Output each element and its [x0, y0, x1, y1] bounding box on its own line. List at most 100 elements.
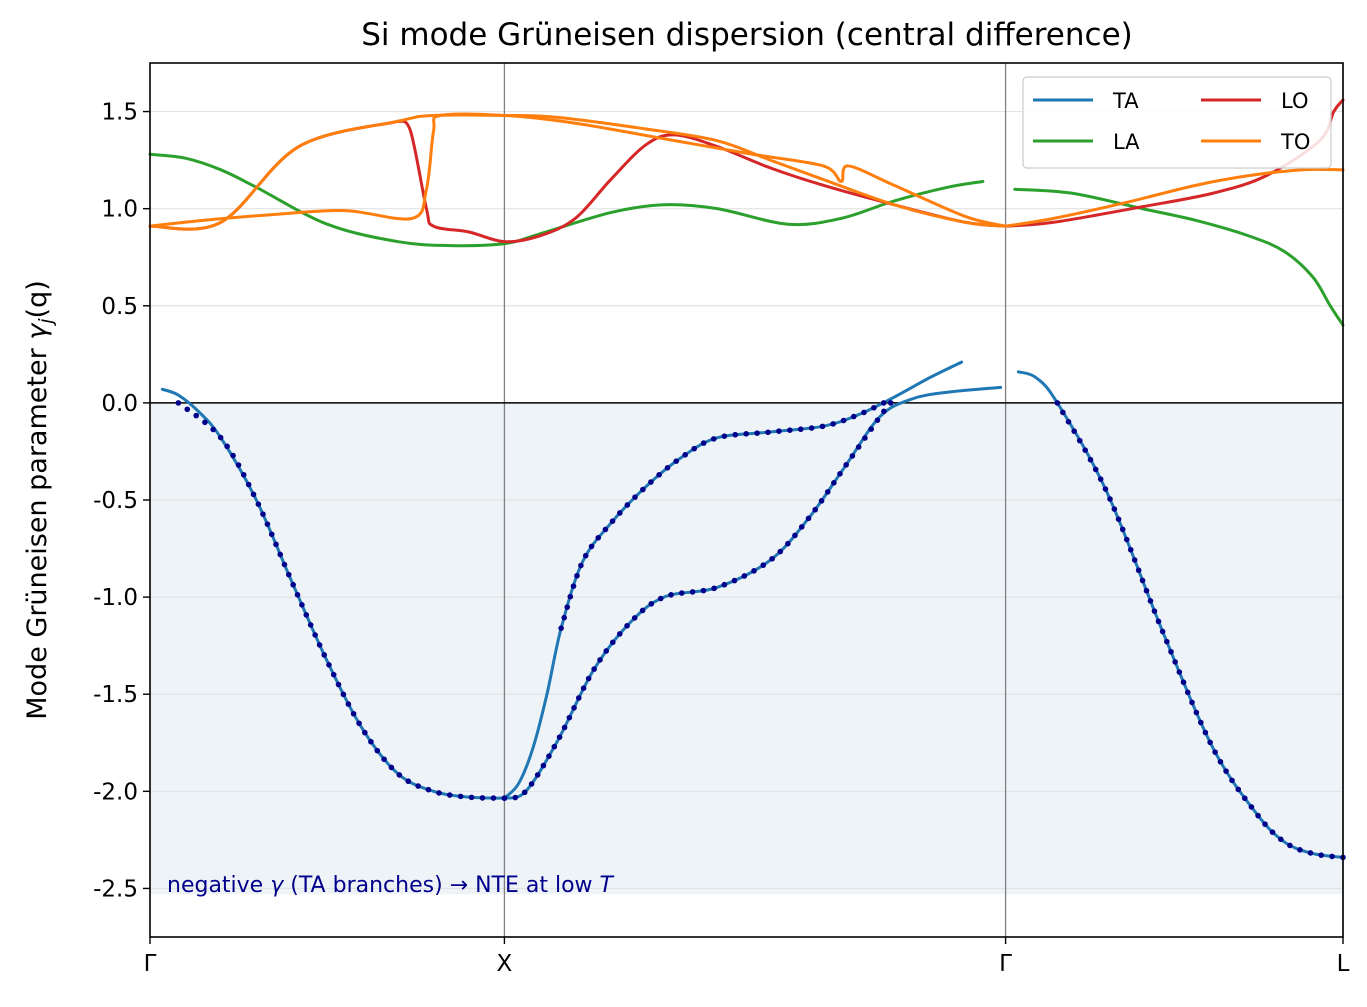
- series-to-segment-0: [148, 113, 1008, 231]
- marker-point: [631, 615, 638, 621]
- marker-point: [580, 685, 587, 691]
- marker-point: [648, 479, 654, 485]
- marker-point: [564, 604, 571, 610]
- marker-point: [1168, 648, 1174, 655]
- marker-point: [321, 652, 328, 658]
- marker-point: [689, 589, 696, 595]
- marker-point: [335, 681, 342, 688]
- marker-point: [1223, 768, 1229, 774]
- marker-point: [1202, 729, 1209, 736]
- marker-point: [881, 408, 887, 415]
- marker-point: [436, 790, 442, 796]
- marker-point: [1278, 836, 1284, 843]
- legend-label-ta: TA: [1112, 89, 1139, 113]
- marker-point: [691, 445, 698, 452]
- legend-label-la: LA: [1113, 130, 1140, 154]
- marker-point: [591, 666, 597, 672]
- marker-point: [570, 583, 577, 589]
- y-tick-label-1: 1.0: [101, 197, 138, 223]
- marker-point: [578, 562, 584, 569]
- marker-point: [1159, 628, 1166, 635]
- marker-point: [1131, 557, 1138, 563]
- marker-point: [798, 524, 805, 530]
- y-tick-label-4: -0.5: [93, 488, 138, 514]
- x-tick-label-3: L: [1337, 951, 1350, 977]
- marker-point: [303, 612, 310, 618]
- marker-point: [819, 423, 826, 430]
- marker-point: [1107, 496, 1113, 502]
- marker-point: [299, 602, 305, 608]
- marker-point: [1076, 437, 1083, 444]
- marker-point: [245, 481, 252, 488]
- marker-point: [1102, 486, 1109, 492]
- marker-point: [468, 794, 475, 801]
- marker-point: [540, 762, 547, 769]
- marker-point: [240, 471, 247, 478]
- marker-point: [785, 540, 791, 547]
- marker-point: [624, 502, 631, 508]
- marker-point: [743, 431, 749, 437]
- marker-point: [374, 747, 381, 754]
- marker-point: [405, 778, 412, 785]
- marker-point: [546, 753, 552, 759]
- marker-point: [843, 462, 849, 468]
- marker-point: [668, 592, 674, 598]
- marker-point: [1217, 758, 1224, 765]
- marker-point: [678, 590, 685, 596]
- marker-point: [721, 433, 728, 439]
- marker-point: [1269, 829, 1276, 835]
- marker-point: [561, 614, 568, 621]
- marker-point: [571, 705, 577, 711]
- annotation-gamma: γ: [270, 873, 284, 898]
- marker-point: [1155, 618, 1162, 625]
- marker-point: [805, 515, 812, 522]
- marker-point: [290, 581, 296, 588]
- marker-point: [1097, 476, 1104, 482]
- marker-point: [792, 532, 798, 539]
- marker-point: [1092, 466, 1099, 473]
- marker-point: [217, 434, 224, 441]
- nte-annotation: negative γ (TA branches) → NTE at low T: [167, 873, 615, 898]
- marker-point: [609, 518, 616, 524]
- legend-label-lo: LO: [1281, 89, 1308, 113]
- marker-point: [751, 568, 757, 574]
- marker-point: [808, 425, 815, 431]
- marker-point: [307, 622, 314, 628]
- y-axis-label-main: Mode Grüneisen parameter: [22, 340, 53, 720]
- y-tick-label-5: -1.0: [93, 585, 138, 611]
- marker-point: [640, 486, 646, 493]
- marker-point: [561, 724, 568, 731]
- marker-point: [818, 498, 825, 504]
- marker-point: [396, 772, 403, 778]
- marker-point: [175, 400, 182, 406]
- marker-point: [551, 743, 558, 750]
- marker-point: [1065, 418, 1072, 425]
- marker-point: [831, 480, 837, 486]
- y-tick-label-7: -2.0: [93, 779, 138, 805]
- marker-point: [1184, 689, 1191, 696]
- x-tick-label-0: Γ: [144, 951, 157, 977]
- marker-point: [648, 601, 655, 607]
- marker-point: [1164, 638, 1170, 645]
- marker-point: [874, 417, 881, 423]
- annotation-middle: (TA branches) → NTE at low: [283, 873, 599, 898]
- marker-point: [368, 738, 374, 745]
- marker-point: [388, 764, 395, 771]
- marker-point: [345, 701, 352, 707]
- marker-point: [787, 427, 793, 433]
- marker-point: [824, 489, 831, 495]
- x-tick-label-1: X: [497, 951, 513, 977]
- series-to-segment-2: [1004, 167, 1345, 228]
- marker-point: [616, 631, 623, 637]
- y-tick-labels: 1.5 1.0 0.5 0.0 -0.5 -1.0 -1.5 -2.0 -2.5: [93, 100, 150, 902]
- marker-point: [277, 551, 284, 558]
- marker-point: [457, 793, 464, 800]
- marker-point: [849, 453, 856, 459]
- marker-point: [731, 577, 738, 584]
- marker-point: [294, 591, 301, 598]
- y-tick-label-3: 0.0: [101, 391, 138, 417]
- marker-point: [1318, 852, 1324, 858]
- marker-point: [1082, 447, 1088, 453]
- chart-title: Si mode Grüneisen dispersion (central di…: [361, 17, 1133, 53]
